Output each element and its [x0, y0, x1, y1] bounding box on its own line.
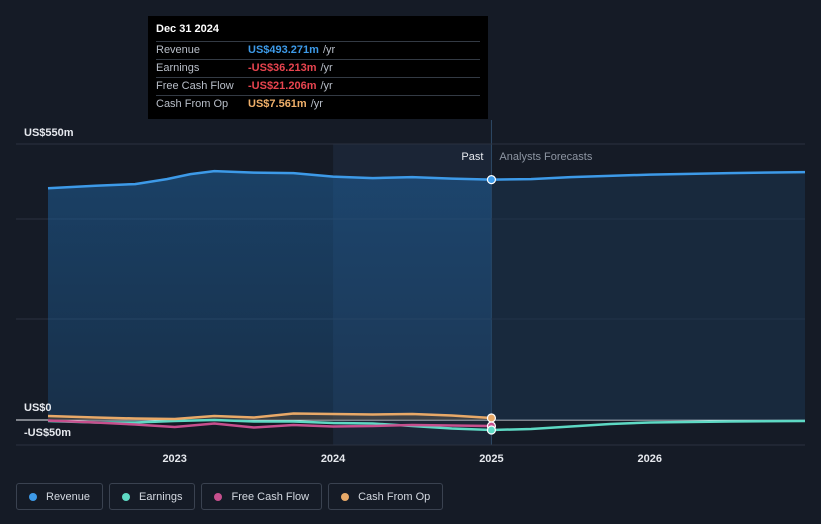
- tooltip-row: Free Cash Flow -US$21.206m/yr: [156, 77, 480, 95]
- cash-from-op-marker[interactable]: [486, 413, 497, 423]
- tooltip-value: -US$36.213m: [248, 62, 317, 74]
- x-tick-label: 2024: [321, 453, 346, 465]
- legend-item-free-cash-flow[interactable]: Free Cash Flow: [201, 483, 323, 510]
- legend-item-revenue[interactable]: Revenue: [16, 483, 104, 510]
- free-cash-flow-line: [47, 419, 492, 429]
- x-tick-label: 2023: [162, 453, 186, 465]
- tooltip-value: US$493.271m: [248, 44, 319, 56]
- tooltip-row: Revenue US$493.271m/yr: [156, 41, 480, 59]
- revenue-marker[interactable]: [486, 175, 497, 185]
- y-tick-label: US$550m: [24, 127, 74, 139]
- tooltip-label: Free Cash Flow: [156, 80, 234, 92]
- tooltip-unit: /yr: [322, 44, 336, 56]
- legend-item-cash-from-op[interactable]: Cash From Op: [328, 483, 444, 510]
- legend-dot-icon: [341, 492, 350, 501]
- past-label: Past: [461, 151, 483, 163]
- earnings-marker[interactable]: [486, 425, 497, 435]
- tooltip: Dec 31 2024 Revenue US$493.271m/yr Earning…: [148, 16, 488, 119]
- revenue-forecast-area: [491, 172, 805, 420]
- y-tick-label: US$0: [24, 402, 52, 414]
- tooltip-unit: /yr: [310, 98, 323, 110]
- y-tick-label: -US$50m: [24, 427, 71, 439]
- legend-dot-icon: [122, 492, 131, 501]
- revenue-line: [47, 169, 806, 190]
- tooltip-date: Dec 31 2024: [156, 23, 219, 35]
- legend-dot-icon: [29, 492, 37, 501]
- revenue-area: [48, 171, 492, 420]
- legend-label: Revenue: [46, 490, 91, 503]
- tooltip-label: Earnings: [156, 62, 200, 74]
- tooltip-label: Revenue: [156, 44, 201, 56]
- tooltip-row: Earnings -US$36.213m/yr: [156, 59, 480, 77]
- cash-from-op-line: [47, 412, 492, 421]
- legend-item-earnings[interactable]: Earnings: [109, 483, 196, 510]
- legend-dot-icon: [214, 492, 223, 501]
- tooltip-unit: /yr: [320, 80, 333, 92]
- legend-label: Cash From Op: [358, 490, 431, 503]
- x-tick-label: 2026: [638, 453, 662, 465]
- tooltip-value: US$7.561m: [248, 98, 307, 110]
- legend-label: Earnings: [139, 490, 183, 503]
- tooltip-unit: /yr: [320, 62, 333, 74]
- legend: Revenue Earnings Free Cash Flow Cash From O…: [16, 483, 444, 510]
- tooltip-value: -US$21.206m: [248, 80, 317, 92]
- tooltip-label: Cash From Op: [156, 98, 229, 110]
- forecast-label: Analysts Forecasts: [499, 151, 592, 163]
- x-tick-label: 2025: [479, 453, 503, 465]
- legend-label: Free Cash Flow: [231, 490, 310, 503]
- tooltip-row: Cash From Op US$7.561m/yr: [156, 95, 480, 113]
